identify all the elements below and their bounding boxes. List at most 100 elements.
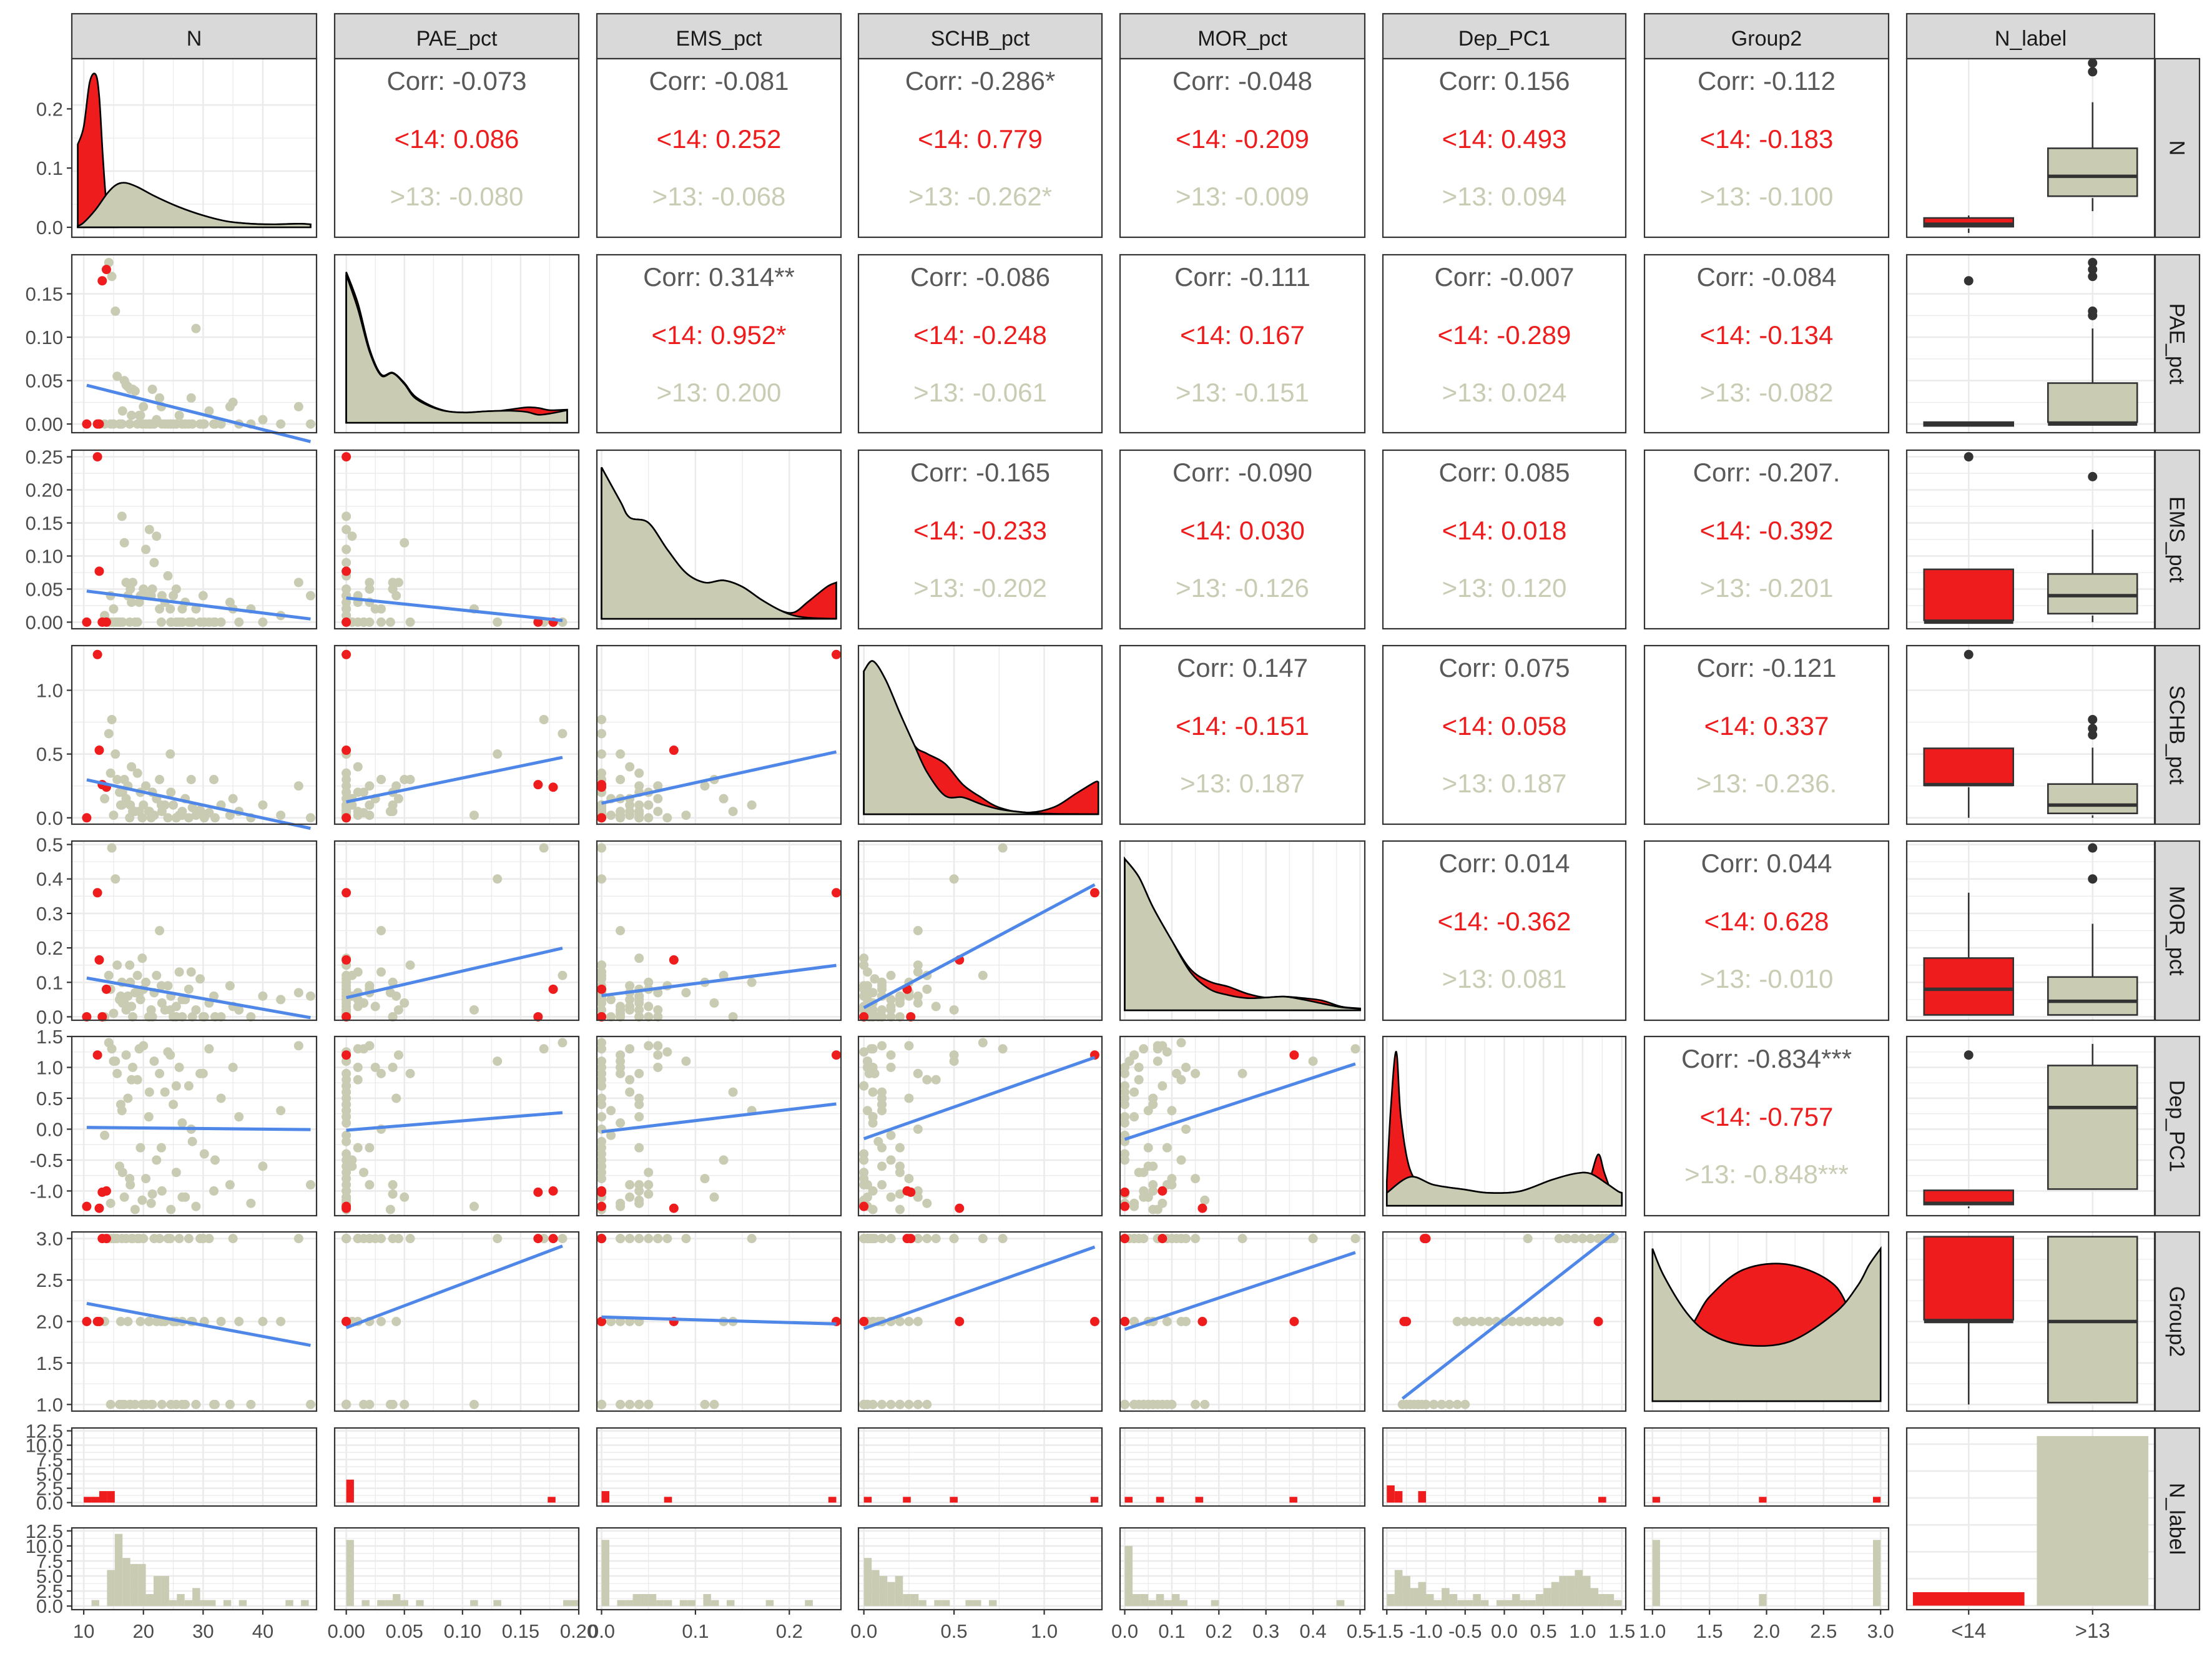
histogram-bar: [664, 1497, 672, 1503]
histogram-bar: [805, 1600, 813, 1607]
corr-overall: Corr: 0.156: [1438, 66, 1570, 96]
scatter-point: [709, 1192, 719, 1202]
scatter-point: [210, 419, 220, 429]
histogram-panel-N-gt13: [71, 1527, 318, 1611]
panel-border: [333, 1035, 580, 1217]
corr-panel-N-MOR_pct: Corr: -0.048 <14: -0.209 >13: -0.009: [1119, 57, 1366, 239]
col-strip-label-Dep_PC1: Dep_PC1: [1458, 27, 1550, 51]
scatter-point: [342, 1012, 351, 1021]
x-tick-label-PAE_pct: 0.05: [386, 1620, 423, 1642]
scatter-point: [342, 566, 351, 576]
scatter-point: [342, 584, 351, 594]
scatter-point: [700, 1174, 710, 1184]
scatter-point: [859, 1399, 869, 1409]
scatter-panel-Group2-SCHB_pct: [857, 1231, 1103, 1412]
corr-lt14: <14: -0.134: [1700, 320, 1834, 350]
histogram-panel-MOR_pct-lt14: [1119, 1427, 1366, 1507]
corr-lt14: <14: 0.058: [1442, 711, 1567, 741]
scatter-point: [128, 578, 138, 588]
scatter-point: [234, 1317, 244, 1326]
corr-overall: Corr: -0.286*: [905, 66, 1055, 96]
scatter-point: [1460, 1399, 1470, 1409]
scatter-point: [1191, 1068, 1201, 1078]
y-tick-label-N_label_top: 2.5: [36, 1478, 63, 1500]
panel-border: [857, 1231, 1103, 1412]
histogram-bar: [887, 1582, 895, 1607]
scatter-point: [112, 1068, 122, 1078]
x-tick-label-Dep_PC1: -1.5: [1370, 1620, 1403, 1642]
corr-gt13: >13: 0.187: [1180, 769, 1305, 798]
x-tick-label-N: 40: [252, 1620, 273, 1642]
gridlines: [597, 1232, 841, 1411]
corr-panel-Dep_PC1-Group2: Corr: -0.834*** <14: -0.757 >13: -0.848***: [1643, 1035, 1890, 1217]
histogram-bar: [625, 1600, 633, 1607]
histogram-bar: [400, 1600, 408, 1607]
panel-border: [596, 1231, 842, 1412]
scatter-point: [125, 617, 135, 627]
scatter-point: [831, 1050, 841, 1060]
y-tick-label-N: 0.1: [36, 157, 63, 179]
histogram-bar: [1426, 1593, 1434, 1607]
scatter-point: [127, 762, 137, 772]
panel-border: [71, 254, 318, 434]
gridlines: [1907, 689, 2155, 819]
scatter-point: [156, 617, 166, 627]
box-iqr: [2047, 783, 2138, 814]
scatter-point: [109, 1234, 119, 1244]
scatter-point: [152, 970, 162, 980]
panel-border: [1643, 644, 1890, 825]
histogram-bar: [1156, 1593, 1164, 1607]
scatter-point: [385, 617, 395, 627]
scatter-point: [147, 1399, 157, 1409]
panel-border: [1905, 840, 2156, 1021]
scatter-point: [877, 1143, 887, 1153]
panel-border: [596, 1427, 842, 1507]
scatter-point: [634, 1180, 644, 1190]
scatter-point: [342, 1203, 351, 1213]
boxplot-gt13: [2047, 1236, 2138, 1404]
y-tick-label-Dep_PC1: 0.0: [36, 1118, 63, 1140]
density-panel-SCHB_pct: [857, 644, 1103, 825]
corr-overall: Corr: -0.090: [1172, 458, 1312, 487]
outlier-point: [2088, 306, 2098, 316]
scatter-point: [101, 265, 111, 275]
scatter-point: [388, 1062, 398, 1072]
scatter-point: [548, 1234, 558, 1244]
histogram-bar: [1652, 1540, 1660, 1607]
corr-panel-SCHB_pct-Dep_PC1: Corr: 0.075 <14: 0.058 >13: 0.187: [1382, 644, 1627, 825]
scatter-point: [165, 1234, 175, 1244]
panel-border: [596, 449, 842, 630]
scatter-point: [877, 1161, 887, 1171]
fit-line: [863, 1245, 1096, 1331]
histogram-bar: [177, 1593, 185, 1607]
histogram-bar: [632, 1593, 641, 1607]
y-tick-label-N: 0.2: [36, 98, 63, 120]
outlier-point: [2088, 874, 2098, 884]
panel-border: [1643, 57, 1890, 239]
fit-line: [86, 1302, 311, 1347]
scatter-point: [625, 1075, 635, 1085]
panel-border: [1382, 254, 1627, 434]
row-strip-label-Dep_PC1: Dep_PC1: [2165, 1080, 2189, 1172]
scatter-point: [228, 1062, 238, 1072]
scatter-point: [634, 1399, 644, 1409]
fit-line: [1124, 1251, 1356, 1331]
scatter-point: [895, 1012, 905, 1021]
scatter-point: [1546, 1317, 1556, 1326]
scatter-point: [606, 1130, 616, 1140]
y-tick-label-Dep_PC1: 0.5: [36, 1088, 63, 1110]
corr-lt14: <14: 0.493: [1442, 124, 1567, 154]
scatter-point: [700, 1399, 710, 1409]
scatter-point: [1237, 1068, 1247, 1078]
scatter-point: [1158, 1081, 1167, 1091]
scatter-point: [1129, 1112, 1139, 1122]
x-tick-label-Group2: 3.0: [1867, 1620, 1894, 1642]
row-strip-N: N: [2154, 57, 2201, 239]
x-tick-label-Dep_PC1: 0.5: [1530, 1620, 1557, 1642]
scatter-point: [388, 578, 398, 588]
panel-border: [857, 1035, 1103, 1217]
scatter-point: [886, 1012, 896, 1021]
scatter-point: [558, 1234, 568, 1244]
histogram-bar: [1140, 1593, 1149, 1607]
